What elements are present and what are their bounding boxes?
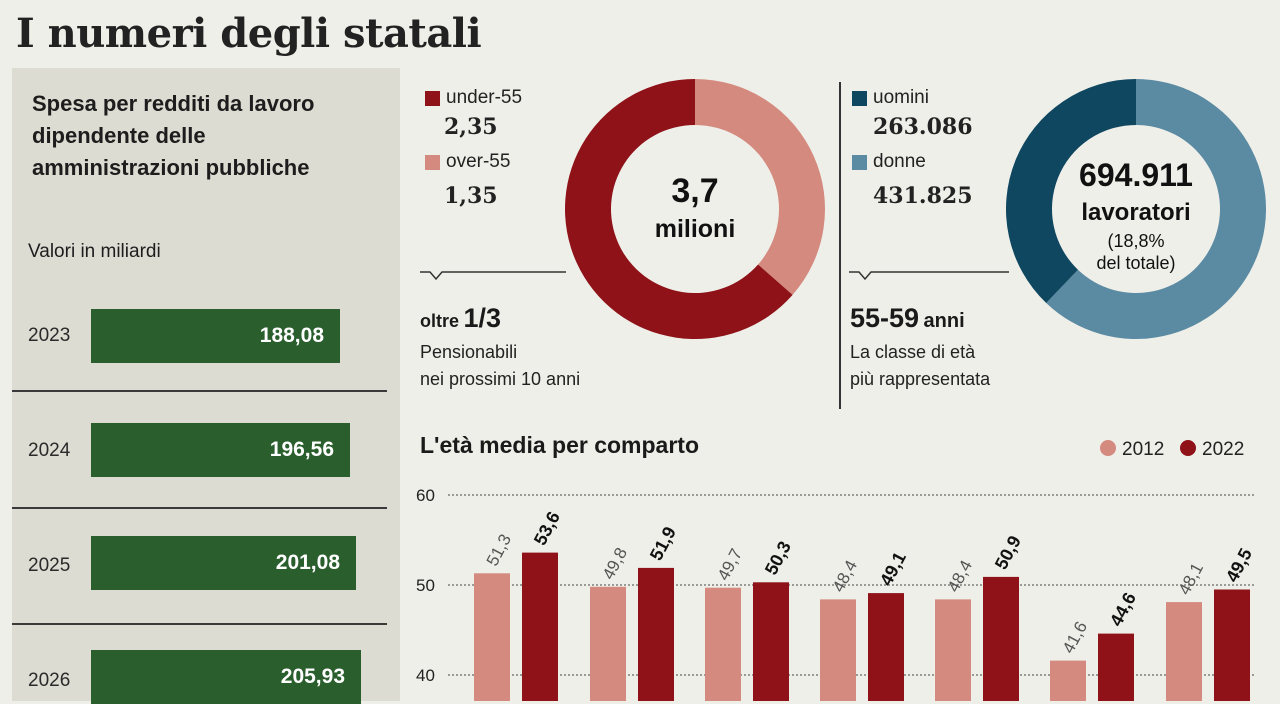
data-label-2012: 48,1	[1175, 560, 1207, 598]
legend-label-over55: over-55	[446, 151, 511, 172]
bar-2012	[474, 573, 510, 701]
data-label-2012: 49,7	[714, 545, 746, 583]
bar-2012	[1050, 660, 1086, 701]
callout-line-gender	[849, 271, 1009, 281]
data-label-2022: 49,1	[876, 549, 910, 589]
age-note-line2: nei prossimi 10 anni	[420, 369, 581, 389]
gender-donut-slice	[1006, 79, 1136, 303]
gender-note-suffix: anni	[923, 310, 965, 332]
gender-donut-slice	[1046, 79, 1266, 339]
chart-title: L'età media per comparto	[420, 432, 699, 458]
legend-swatch-under55	[425, 91, 440, 106]
callout-line-age	[420, 271, 566, 281]
page-title: I numeri degli statali	[16, 10, 482, 57]
gender-note-line1: La classe di età	[850, 342, 976, 362]
divider	[12, 623, 387, 625]
bar-2012	[820, 599, 856, 701]
bar-2012	[1166, 602, 1202, 701]
legend-dot-2012	[1100, 440, 1116, 456]
legend-label-2012: 2012	[1122, 439, 1164, 460]
gender-note-headline: 55-59 anni	[850, 303, 965, 334]
age-note-prefix: oltre	[420, 311, 460, 331]
data-label-2022: 44,6	[1106, 589, 1140, 629]
legend-label-uomini: uomini	[873, 87, 929, 108]
bar-2022	[1098, 633, 1134, 701]
legend-value-under55: 2,35	[444, 114, 498, 140]
age-note-headline: oltre 1/3	[420, 303, 501, 334]
spending-subtitle: Valori in miliardi	[28, 241, 161, 262]
bar-2012	[705, 587, 741, 701]
y-tick-label: 60	[416, 486, 435, 505]
divider	[12, 390, 387, 392]
gender-donut-center-percent: (18,8%	[1107, 231, 1165, 251]
spending-bar: 196,56	[91, 423, 350, 477]
y-tick-label: 50	[416, 576, 435, 595]
legend-swatch-uomini	[852, 91, 867, 106]
legend-value-uomini: 263.086	[873, 114, 973, 140]
bar-2022	[753, 582, 789, 701]
data-label-2012: 48,4	[944, 557, 976, 595]
age-note-line1: Pensionabili	[420, 342, 518, 362]
gender-note-age-class: 55-59	[850, 303, 920, 333]
bar-2022	[868, 593, 904, 701]
data-label-2012: 51,3	[483, 531, 515, 569]
data-label-2012: 41,6	[1059, 618, 1091, 656]
age-donut-slice	[565, 79, 793, 339]
y-tick-label: 40	[416, 666, 435, 685]
spending-year: 2025	[28, 555, 71, 576]
data-label-2022: 53,6	[530, 508, 564, 548]
data-label-2022: 49,5	[1222, 545, 1256, 585]
gender-donut-center-unit: lavoratori	[1081, 199, 1191, 226]
spending-bar: 201,08	[91, 536, 356, 590]
age-donut-slice	[695, 79, 825, 295]
bar-2012	[590, 586, 626, 701]
age-donut-center-unit: milioni	[654, 215, 736, 243]
legend-value-donne: 431.825	[873, 183, 973, 209]
spending-bar: 188,08	[91, 309, 340, 363]
spending-year: 2024	[28, 440, 71, 461]
gender-note-line2: più rappresentata	[850, 369, 991, 389]
bar-2022	[1214, 589, 1250, 701]
gender-donut-chart	[1006, 79, 1266, 339]
age-donut-chart	[565, 79, 825, 339]
gender-donut-center-total: del totale)	[1096, 253, 1176, 273]
divider	[12, 507, 387, 509]
section-divider	[839, 82, 841, 409]
age-donut-center-number: 3,7	[671, 172, 719, 210]
legend-swatch-donne	[852, 155, 867, 170]
spending-bar: 205,93	[91, 650, 361, 704]
bar-2012	[935, 599, 971, 701]
gender-donut-center-number: 694.911	[1079, 157, 1193, 193]
legend-label-under55: under-55	[446, 87, 523, 108]
data-label-2012: 49,8	[599, 545, 631, 583]
legend-label-2022: 2022	[1202, 439, 1244, 460]
data-label-2022: 50,9	[991, 532, 1025, 572]
bar-2022	[522, 552, 558, 701]
legend-dot-2022	[1180, 440, 1196, 456]
data-label-2012: 48,4	[829, 557, 861, 595]
legend-value-over55: 1,35	[444, 183, 498, 209]
spending-heading: Spesa per redditi da lavoro dipendente d…	[32, 91, 315, 180]
bar-2022	[983, 576, 1019, 701]
bar-2022	[638, 567, 674, 701]
spending-panel	[12, 68, 400, 701]
spending-year: 2023	[28, 325, 71, 346]
spending-year: 2026	[28, 670, 71, 691]
legend-swatch-over55	[425, 155, 440, 170]
age-note-fraction: 1/3	[463, 303, 502, 333]
data-label-2022: 50,3	[761, 538, 795, 578]
data-label-2022: 51,9	[646, 523, 680, 563]
legend-label-donne: donne	[873, 151, 926, 172]
